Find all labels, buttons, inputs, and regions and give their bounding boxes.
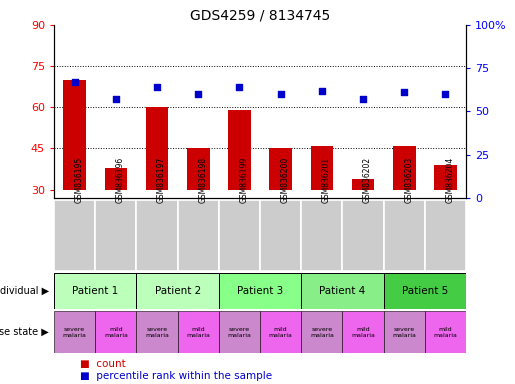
- Bar: [425, 200, 466, 271]
- Bar: [342, 311, 384, 353]
- Text: GSM836197: GSM836197: [157, 157, 166, 203]
- Bar: [178, 200, 219, 271]
- Point: [400, 89, 408, 95]
- Text: Patient 2: Patient 2: [154, 286, 201, 296]
- Bar: [301, 311, 342, 353]
- Bar: [384, 200, 425, 271]
- Bar: [342, 200, 384, 271]
- Title: GDS4259 / 8134745: GDS4259 / 8134745: [190, 8, 330, 22]
- Text: disease state ▶: disease state ▶: [0, 327, 49, 337]
- Bar: [178, 311, 219, 353]
- Text: severe
malaria: severe malaria: [145, 327, 169, 338]
- Point: [235, 84, 244, 90]
- Bar: [54, 273, 136, 309]
- Bar: [219, 273, 301, 309]
- Bar: [384, 311, 425, 353]
- Text: individual ▶: individual ▶: [0, 286, 49, 296]
- Text: GSM836204: GSM836204: [445, 157, 454, 203]
- Text: mild
malaria: mild malaria: [104, 327, 128, 338]
- Bar: [54, 311, 95, 353]
- Text: mild
malaria: mild malaria: [434, 327, 457, 338]
- Point: [441, 91, 450, 97]
- Text: severe
malaria: severe malaria: [228, 327, 251, 338]
- Text: Patient 5: Patient 5: [402, 286, 448, 296]
- Text: severe
malaria: severe malaria: [392, 327, 416, 338]
- Bar: [136, 200, 178, 271]
- Bar: [393, 146, 416, 190]
- Text: GSM836200: GSM836200: [281, 157, 289, 203]
- Text: GSM836202: GSM836202: [363, 157, 372, 203]
- Bar: [187, 148, 210, 190]
- Text: GSM836196: GSM836196: [116, 157, 125, 203]
- Text: GSM836199: GSM836199: [239, 157, 248, 203]
- Text: mild
malaria: mild malaria: [186, 327, 210, 338]
- Text: ■  count: ■ count: [80, 359, 126, 369]
- Text: Patient 1: Patient 1: [72, 286, 118, 296]
- Text: GSM836203: GSM836203: [404, 157, 413, 203]
- Bar: [352, 179, 374, 190]
- Bar: [136, 311, 178, 353]
- Bar: [301, 200, 342, 271]
- Bar: [63, 80, 86, 190]
- Point: [318, 88, 326, 94]
- Text: GSM836195: GSM836195: [75, 157, 83, 203]
- Point: [112, 96, 120, 103]
- Bar: [311, 146, 333, 190]
- Point: [153, 84, 161, 90]
- Text: Patient 3: Patient 3: [237, 286, 283, 296]
- Text: GSM836201: GSM836201: [322, 157, 331, 203]
- Text: GSM836198: GSM836198: [198, 157, 207, 203]
- Bar: [260, 200, 301, 271]
- Text: ■  percentile rank within the sample: ■ percentile rank within the sample: [80, 371, 272, 381]
- Point: [194, 91, 202, 97]
- Text: mild
malaria: mild malaria: [351, 327, 375, 338]
- Text: severe
malaria: severe malaria: [63, 327, 87, 338]
- Point: [359, 96, 367, 103]
- Bar: [228, 110, 251, 190]
- Point: [277, 91, 285, 97]
- Text: mild
malaria: mild malaria: [269, 327, 293, 338]
- Bar: [219, 311, 260, 353]
- Bar: [95, 200, 136, 271]
- Bar: [95, 311, 136, 353]
- Bar: [136, 273, 219, 309]
- Bar: [434, 165, 457, 190]
- Bar: [146, 107, 168, 190]
- Text: severe
malaria: severe malaria: [310, 327, 334, 338]
- Point: [71, 79, 79, 85]
- Bar: [105, 167, 127, 190]
- Bar: [260, 311, 301, 353]
- Bar: [425, 311, 466, 353]
- Bar: [219, 200, 260, 271]
- Bar: [384, 273, 466, 309]
- Text: Patient 4: Patient 4: [319, 286, 366, 296]
- Bar: [269, 148, 292, 190]
- Bar: [54, 200, 95, 271]
- Bar: [301, 273, 384, 309]
